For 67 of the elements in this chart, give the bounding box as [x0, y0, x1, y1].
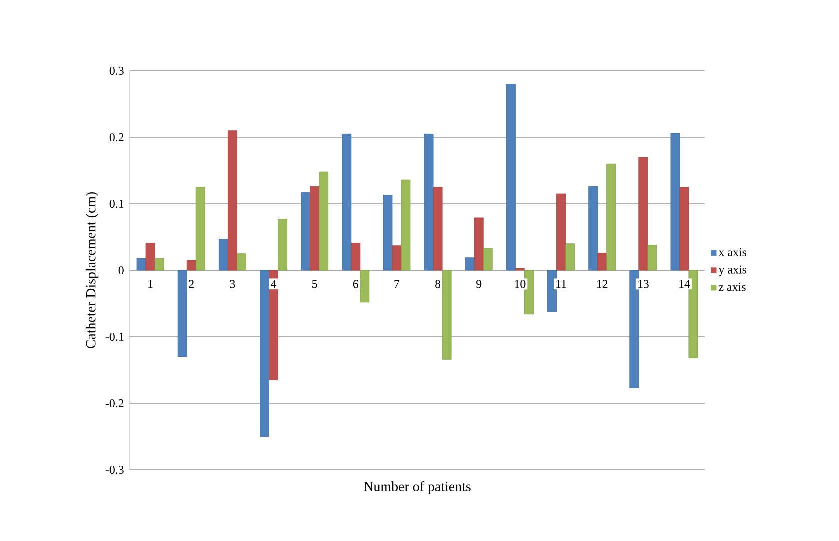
y-tick-label: 0.1	[110, 200, 124, 208]
bar	[670, 133, 680, 271]
bar	[506, 84, 516, 271]
bar	[598, 253, 608, 271]
bar	[442, 270, 452, 360]
bar	[301, 192, 311, 271]
bar	[424, 134, 434, 271]
bar	[680, 187, 690, 271]
bar	[556, 194, 566, 271]
bar	[383, 195, 393, 271]
y-tick-label: 0	[118, 266, 124, 275]
bar	[688, 270, 698, 358]
x-tick-label: 6	[353, 280, 359, 288]
bar	[401, 180, 411, 271]
bar	[548, 270, 557, 312]
legend-label: z axis	[719, 283, 746, 292]
bar	[136, 258, 146, 271]
x-tick-label: 14	[680, 280, 690, 288]
bar	[606, 164, 616, 271]
bar	[566, 244, 575, 271]
bar	[648, 245, 658, 271]
legend-label: y axis	[718, 266, 747, 276]
bar	[392, 246, 402, 271]
bar	[278, 219, 288, 271]
bar	[342, 134, 352, 271]
x-tick-label: 7	[394, 280, 400, 288]
x-tick-label: 4	[271, 280, 277, 288]
bar	[196, 187, 206, 271]
y-axis-title: Catheter Displacement (cm)	[86, 192, 99, 349]
bar	[319, 172, 329, 271]
x-tick-label: 10	[515, 280, 526, 288]
bar	[483, 248, 493, 271]
bar	[228, 130, 238, 271]
bar	[310, 186, 320, 271]
y-tick-label: 0.3	[110, 66, 124, 76]
y-tick-label: -0.2	[106, 399, 124, 408]
x-tick-label: 11	[556, 280, 566, 288]
bar	[236, 254, 246, 271]
x-tick-label: 1	[148, 280, 153, 288]
x-tick-label: 3	[230, 280, 236, 288]
bar	[360, 270, 370, 303]
y-tick-label: 0.2	[110, 133, 124, 142]
bar	[351, 243, 361, 271]
bar	[433, 187, 443, 271]
bar	[154, 258, 164, 271]
x-tick-label: 12	[597, 280, 608, 288]
bar	[218, 239, 228, 271]
y-tick-label: -0.3	[106, 466, 124, 474]
x-tick-label: 8	[436, 280, 441, 288]
bar	[186, 260, 196, 271]
x-tick-label: 5	[312, 280, 318, 288]
bar	[465, 258, 475, 271]
bar	[638, 157, 648, 271]
bar	[260, 270, 270, 437]
legend-label: x axis	[718, 248, 747, 256]
x-tick-label: 13	[638, 280, 649, 288]
bar	[269, 270, 278, 380]
bar	[474, 218, 484, 271]
bar	[588, 186, 598, 271]
bar	[146, 243, 156, 271]
bar	[630, 270, 640, 388]
x-axis-title: Number of patients	[364, 482, 471, 494]
bar	[178, 270, 188, 358]
x-tick-label: 2	[189, 280, 194, 288]
x-tick-label: 9	[476, 280, 482, 288]
y-tick-label: -0.1	[106, 332, 124, 342]
bar	[524, 270, 534, 315]
